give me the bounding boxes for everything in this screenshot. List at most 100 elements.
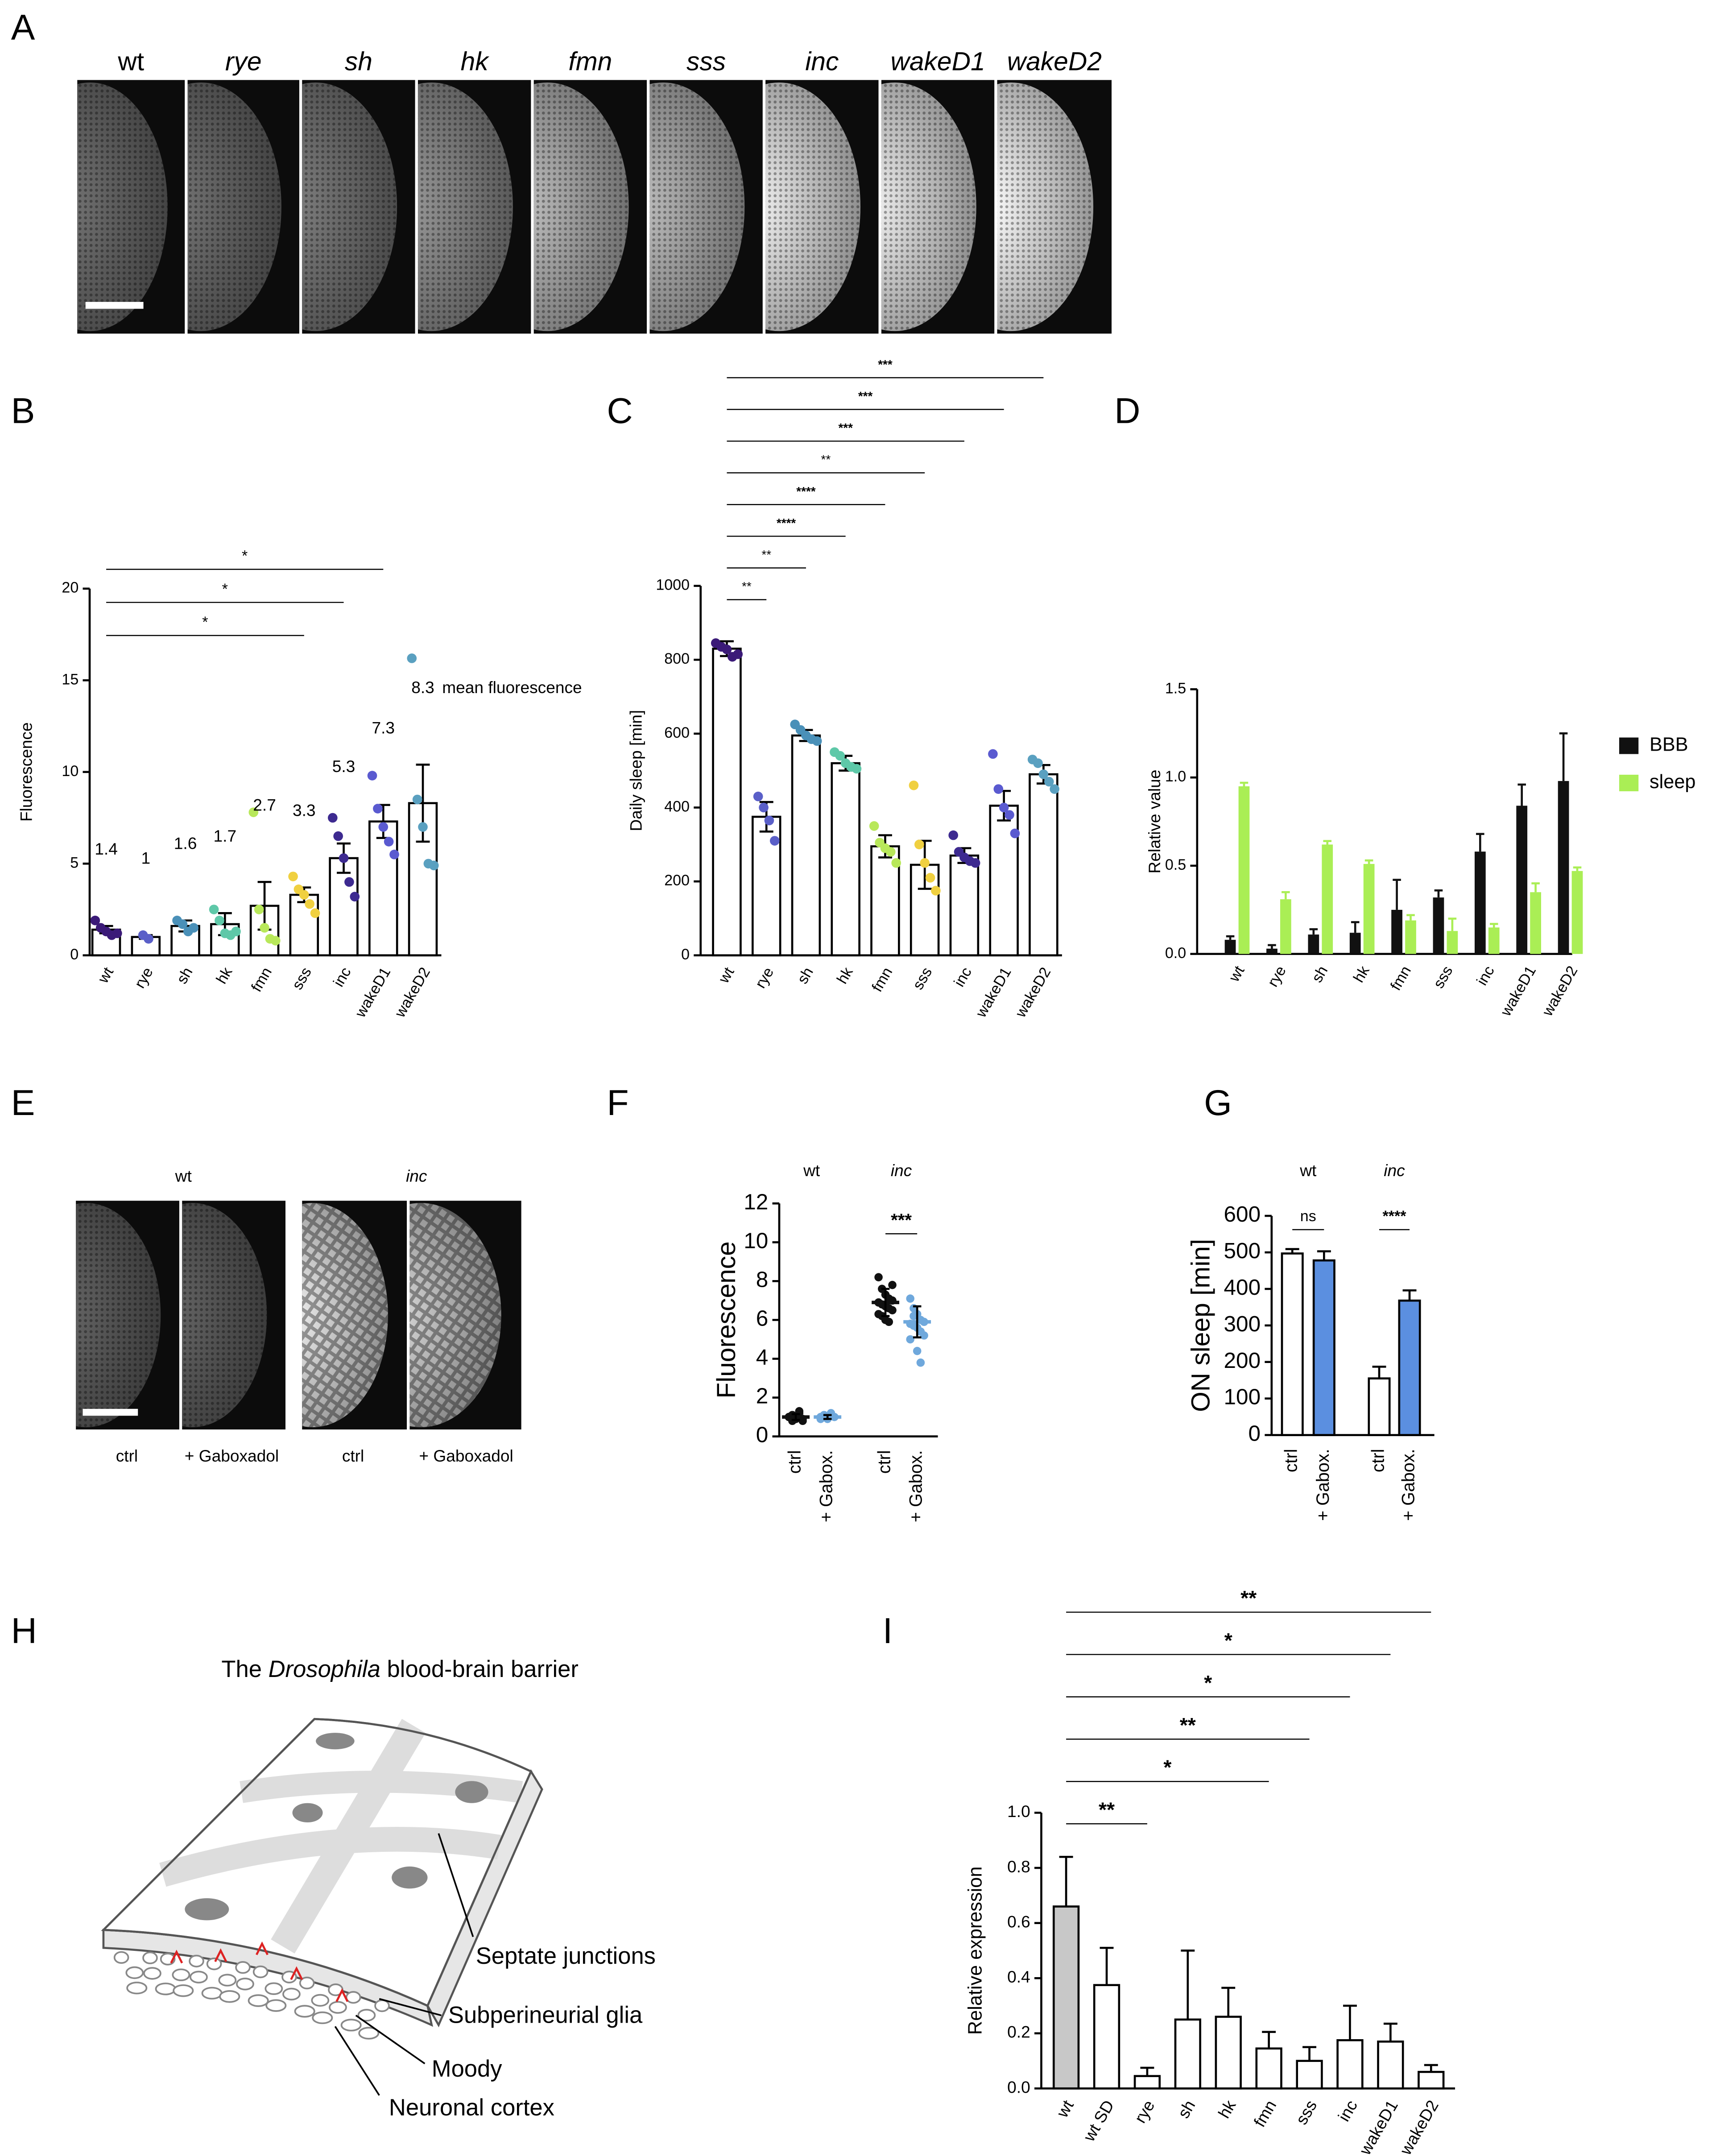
cell — [201, 1987, 223, 2000]
y-tick-label: 0 — [1249, 1421, 1261, 1446]
bar — [1398, 1299, 1421, 1436]
cell — [219, 1990, 240, 2003]
y-tick-label: 0 — [756, 1423, 769, 1447]
bar — [1224, 940, 1236, 954]
eye-texture — [649, 83, 745, 331]
x-tick-label: wt — [1052, 2097, 1077, 2121]
genotype-label: inc — [805, 47, 839, 76]
data-point — [885, 1318, 893, 1326]
micrograph — [302, 80, 415, 334]
bar — [1516, 805, 1528, 954]
data-point — [378, 822, 389, 832]
bar — [1093, 1984, 1120, 2090]
genotype-label: wakeD1 — [890, 47, 985, 76]
significance-label: ** — [761, 548, 771, 562]
panel-label: G — [1204, 1083, 1232, 1123]
bbb-diagram — [101, 1718, 543, 2096]
error-bar — [1268, 944, 1276, 949]
legend-swatch — [1619, 775, 1639, 792]
data-point — [1050, 784, 1059, 794]
data-point — [891, 858, 901, 868]
error-bar — [1559, 732, 1568, 781]
y-tick-label: 1.0 — [1165, 768, 1186, 785]
significance-label: *** — [838, 421, 853, 435]
significance-label: *** — [891, 1210, 912, 1230]
y-tick-label: 2 — [756, 1384, 769, 1408]
cell — [329, 2001, 347, 2014]
data-point — [305, 899, 314, 909]
scale-bar — [83, 1408, 138, 1416]
x-tick-label: wakeD2 — [1539, 963, 1581, 1019]
y-tick-label: 400 — [664, 798, 690, 815]
y-axis-label: Fluorescence — [712, 1241, 741, 1398]
data-point — [418, 822, 428, 832]
significance-label: * — [1204, 1671, 1212, 1694]
x-tick-label: sh — [1174, 2097, 1199, 2121]
eye-texture — [77, 83, 168, 331]
data-point — [350, 892, 360, 902]
x-tick-label: + Gabox. — [906, 1450, 926, 1523]
data-point — [916, 1358, 925, 1367]
panel-label: I — [883, 1611, 893, 1651]
x-tick-label: ctrl — [785, 1450, 805, 1474]
data-point — [812, 736, 822, 746]
x-tick-label: hk — [1214, 2097, 1239, 2121]
cell — [294, 2005, 315, 2018]
genotype-label: wt — [117, 47, 144, 76]
bar — [1174, 2018, 1201, 2090]
bar — [1266, 948, 1277, 954]
data-point — [733, 649, 743, 659]
data-point — [769, 836, 780, 846]
error-bar — [1226, 935, 1235, 940]
bar — [1433, 897, 1444, 954]
data-point — [888, 1306, 897, 1314]
x-tick-label: sss — [1430, 963, 1456, 991]
data-point — [993, 784, 1004, 794]
error-bar — [1448, 917, 1457, 931]
error-bar — [1317, 1250, 1331, 1261]
bar — [1255, 2047, 1282, 2090]
significance-label: **** — [796, 484, 815, 498]
x-tick-label: ctrl — [1282, 1449, 1301, 1472]
significance-label: ** — [1240, 1586, 1257, 1610]
error-bar — [1573, 866, 1582, 871]
condition-label: + Gaboxadol — [419, 1446, 513, 1465]
error-bar — [1285, 1248, 1299, 1254]
error-bar — [1424, 2064, 1438, 2072]
x-tick-label: rye — [131, 964, 157, 991]
cell — [143, 1967, 161, 1980]
bar — [989, 805, 1019, 957]
significance-label: *** — [878, 357, 893, 371]
diagram-label: Septate junctions — [476, 1943, 656, 1969]
error-bar — [1343, 2004, 1357, 2040]
diagram-label: Neuronal cortex — [389, 2094, 554, 2121]
micrograph — [187, 80, 299, 334]
y-tick-label: 10 — [62, 763, 79, 780]
y-tick-label: 1.5 — [1165, 680, 1186, 697]
group-label: inc — [1384, 1161, 1405, 1180]
bar — [1418, 2071, 1445, 2090]
data-point — [885, 847, 896, 857]
y-tick-label: 0.2 — [1007, 2023, 1030, 2041]
bar — [1281, 1252, 1304, 1436]
error-bar — [1302, 2046, 1317, 2061]
error-bar — [1240, 781, 1249, 786]
error-bar — [881, 1288, 890, 1318]
x-tick-label: wt — [715, 964, 738, 987]
error-bar — [1309, 928, 1318, 935]
data-point — [914, 839, 924, 850]
data-point — [753, 791, 763, 801]
cell — [374, 1999, 390, 2012]
error-bar — [791, 1413, 800, 1421]
title-part: Drosophila — [269, 1656, 380, 1682]
cell — [345, 1991, 361, 2004]
cell — [248, 1994, 269, 2007]
data-point — [869, 821, 879, 831]
significance-label: ** — [1099, 1798, 1115, 1821]
value-label: 3.3 — [293, 801, 316, 820]
x-tick-label: rye — [752, 964, 777, 991]
value-label: 5.3 — [332, 757, 356, 776]
micrograph — [533, 80, 647, 334]
bar — [791, 734, 821, 957]
x-tick-label: wakeD1 — [351, 964, 394, 1020]
